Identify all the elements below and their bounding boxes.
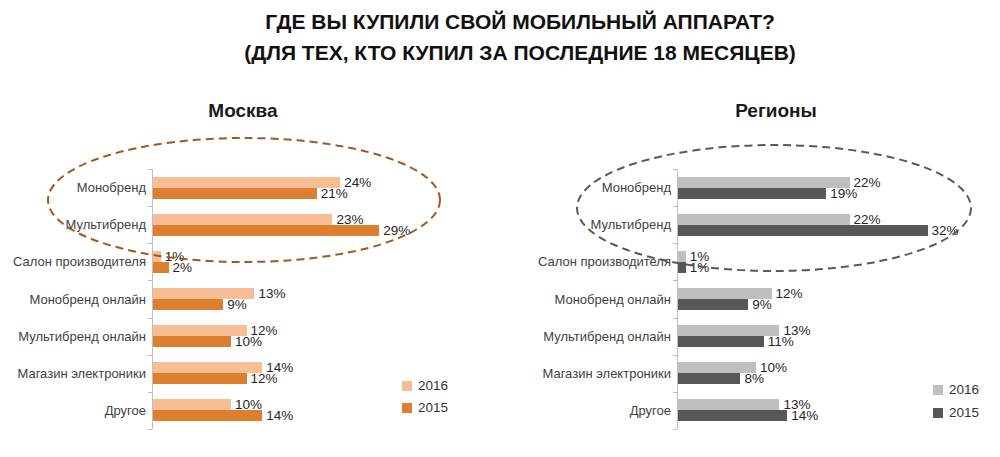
main-title-line1: ГДЕ ВЫ КУПИЛИ СВОЙ МОБИЛЬНЫЙ АППАРАТ? xyxy=(20,6,1000,37)
moscow-category-label-1: Мультибренд xyxy=(0,206,146,243)
regions-bar-2016-6 xyxy=(678,399,779,410)
regions-axis-tick xyxy=(673,355,677,356)
moscow-legend-swatch-2016 xyxy=(402,381,412,391)
regions-axis-tick xyxy=(673,169,677,170)
moscow-value-2015-5: 12% xyxy=(251,371,278,386)
regions-bar-2015-5 xyxy=(678,373,740,384)
regions-value-2015-6: 14% xyxy=(791,408,818,423)
moscow-value-2016-3: 13% xyxy=(258,286,285,301)
regions-bar-2015-4 xyxy=(678,336,764,347)
regions-bar-2016-2 xyxy=(678,251,686,262)
moscow-legend-swatch-2015 xyxy=(402,403,412,413)
regions-axis-tick xyxy=(673,392,677,393)
moscow-category-label-5: Магазин электроники xyxy=(0,355,146,392)
moscow-axis-tick xyxy=(148,169,152,170)
moscow-bar-2015-5 xyxy=(153,373,247,384)
regions-category-label-2: Салон производителя xyxy=(521,243,671,280)
moscow-bar-2015-3 xyxy=(153,299,223,310)
regions-axis-tick xyxy=(673,429,677,430)
moscow-bar-2015-1 xyxy=(153,225,379,236)
moscow-bar-2016-2 xyxy=(153,251,161,262)
regions-legend-label-2016: 2016 xyxy=(949,382,979,397)
moscow-value-2015-4: 10% xyxy=(235,334,262,349)
regions-value-2015-2: 1% xyxy=(690,260,710,275)
moscow-axis-tick xyxy=(148,392,152,393)
moscow-category-label-3: Монобренд онлайн xyxy=(0,280,146,317)
regions-value-2015-0: 19% xyxy=(830,186,857,201)
regions-value-2016-0: 22% xyxy=(854,175,881,190)
moscow-value-2016-0: 24% xyxy=(344,175,371,190)
moscow-bar-2016-6 xyxy=(153,399,231,410)
moscow-axis-tick xyxy=(148,280,152,281)
regions-axis-tick xyxy=(673,206,677,207)
chart-title-moscow: Москва xyxy=(93,100,393,122)
regions-bar-2016-1 xyxy=(678,214,850,225)
regions-category-label-4: Мультибренд онлайн xyxy=(521,318,671,355)
regions-category-label-5: Магазин электроники xyxy=(521,355,671,392)
regions-axis-tick xyxy=(673,243,677,244)
regions-bar-2016-0 xyxy=(678,177,850,188)
regions-legend-item-2016: 2016 xyxy=(933,382,979,397)
moscow-bar-2015-0 xyxy=(153,188,317,199)
moscow-category-label-6: Другое xyxy=(0,392,146,429)
moscow-axis-tick xyxy=(148,355,152,356)
moscow-value-2015-6: 14% xyxy=(266,408,293,423)
regions-value-2016-5: 10% xyxy=(760,360,787,375)
regions-axis-tick xyxy=(673,318,677,319)
regions-bar-2016-4 xyxy=(678,325,779,336)
moscow-bar-2015-6 xyxy=(153,410,262,421)
moscow-category-label-0: Монобренд xyxy=(0,169,146,206)
moscow-axis-tick xyxy=(148,429,152,430)
regions-value-2015-3: 9% xyxy=(752,297,772,312)
moscow-legend-item-2016: 2016 xyxy=(402,378,448,393)
regions-value-2015-5: 8% xyxy=(744,371,764,386)
moscow-axis-tick xyxy=(148,243,152,244)
regions-bar-2015-1 xyxy=(678,225,928,236)
infographic-stage: ГДЕ ВЫ КУПИЛИ СВОЙ МОБИЛЬНЫЙ АППАРАТ? (Д… xyxy=(0,0,1000,457)
moscow-legend-label-2015: 2015 xyxy=(418,400,448,415)
regions-bar-2015-6 xyxy=(678,410,787,421)
regions-category-label-3: Монобренд онлайн xyxy=(521,280,671,317)
regions-category-label-0: Монобренд xyxy=(521,169,671,206)
moscow-axis-tick xyxy=(148,318,152,319)
main-title-line2: (ДЛЯ ТЕХ, КТО КУПИЛ ЗА ПОСЛЕДНИЕ 18 МЕСЯ… xyxy=(20,37,1000,68)
regions-value-2016-3: 12% xyxy=(776,286,803,301)
regions-bar-2015-2 xyxy=(678,262,686,273)
regions-axis-tick xyxy=(673,280,677,281)
moscow-bar-2015-2 xyxy=(153,262,169,273)
regions-legend-label-2015: 2015 xyxy=(949,405,979,420)
moscow-bar-2016-0 xyxy=(153,177,340,188)
chart-title-regions: Регионы xyxy=(626,100,926,122)
regions-value-2015-4: 11% xyxy=(768,334,794,349)
moscow-category-label-2: Салон производителя xyxy=(0,243,146,280)
regions-bar-2015-0 xyxy=(678,188,826,199)
regions-value-2015-1: 32% xyxy=(932,223,959,238)
moscow-bar-2016-5 xyxy=(153,362,262,373)
moscow-value-2015-1: 29% xyxy=(383,223,410,238)
main-title: ГДЕ ВЫ КУПИЛИ СВОЙ МОБИЛЬНЫЙ АППАРАТ? (Д… xyxy=(20,6,1000,68)
regions-legend-swatch-2015 xyxy=(933,408,943,418)
regions-category-label-1: Мультибренд xyxy=(521,206,671,243)
moscow-value-2015-3: 9% xyxy=(227,297,247,312)
moscow-axis-tick xyxy=(148,206,152,207)
moscow-bar-2016-1 xyxy=(153,214,332,225)
moscow-bar-2015-4 xyxy=(153,336,231,347)
regions-bar-2015-3 xyxy=(678,299,748,310)
moscow-bar-2016-4 xyxy=(153,325,247,336)
regions-legend-swatch-2016 xyxy=(933,385,943,395)
moscow-legend-label-2016: 2016 xyxy=(418,378,448,393)
moscow-category-label-4: Мультибренд онлайн xyxy=(0,318,146,355)
moscow-legend-item-2015: 2015 xyxy=(402,400,448,415)
moscow-value-2015-2: 2% xyxy=(173,260,193,275)
regions-legend-item-2015: 2015 xyxy=(933,405,979,420)
regions-category-label-6: Другое xyxy=(521,392,671,429)
moscow-value-2015-0: 21% xyxy=(321,186,348,201)
